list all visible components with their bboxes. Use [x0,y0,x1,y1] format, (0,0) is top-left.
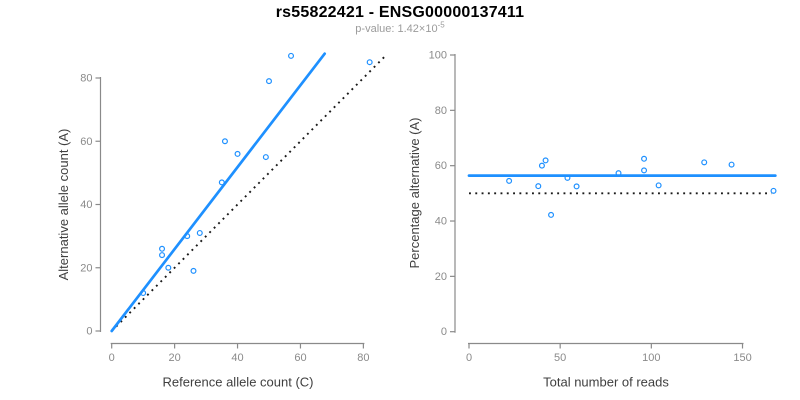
p-value-subtitle: p-value: 1.42×10-5 [0,20,800,35]
data-point [728,161,735,168]
x-tick-label: 150 [733,352,751,364]
data-point [262,154,269,161]
p-value-text: p-value: 1.42×10 [355,23,438,35]
y-tick-label: 60 [435,160,447,172]
data-point [506,177,513,184]
x-tick-label: 0 [466,352,472,364]
x-axis-title: Reference allele count (C) [162,375,313,390]
x-tick-label: 100 [642,352,660,364]
data-point [165,264,172,271]
y-axis-title: Percentage alternative (A) [407,117,422,268]
data-point [538,162,545,169]
x-tick-label: 60 [294,352,306,364]
data-point [140,290,147,297]
data-point [159,252,166,259]
y-tick-label: 20 [435,271,447,283]
x-tick-label: 20 [168,352,180,364]
y-axis-title: Alternative allele count (A) [56,129,71,281]
data-point [196,229,203,236]
data-point [190,267,197,274]
x-tick-label: 80 [357,352,369,364]
data-point [288,52,295,59]
data-point [535,183,542,190]
page-title: rs55822421 - ENSG00000137411 [275,4,525,21]
y-tick-label: 0 [441,326,447,338]
x-tick-label: 50 [554,352,566,364]
data-point [221,138,228,145]
p-value-exponent: -5 [437,20,445,30]
regression-line [110,52,327,333]
x-tick-label: 40 [231,352,243,364]
data-point [184,233,191,240]
data-point [234,150,241,157]
y-tick-label: 80 [80,73,92,85]
data-point [548,211,555,218]
y-tick-label: 20 [80,262,92,274]
identity-line [111,53,388,332]
y-tick-label: 80 [435,105,447,117]
data-point [564,174,571,181]
data-point [573,183,580,190]
data-point [770,187,777,194]
data-point [218,179,225,186]
x-axis-title: Total number of reads [543,375,669,390]
data-point [159,245,166,252]
data-point [641,155,648,162]
data-point [266,78,273,85]
y-tick-label: 40 [435,216,447,228]
data-point [615,170,622,177]
y-tick-label: 100 [429,50,447,62]
data-point [655,182,662,189]
data-point [366,59,373,66]
data-point [641,167,648,174]
data-point [542,157,549,164]
data-point [701,159,708,166]
x-tick-label: 0 [109,352,115,364]
y-tick-label: 60 [80,136,92,148]
y-tick-label: 40 [80,199,92,211]
y-tick-label: 0 [86,326,92,338]
